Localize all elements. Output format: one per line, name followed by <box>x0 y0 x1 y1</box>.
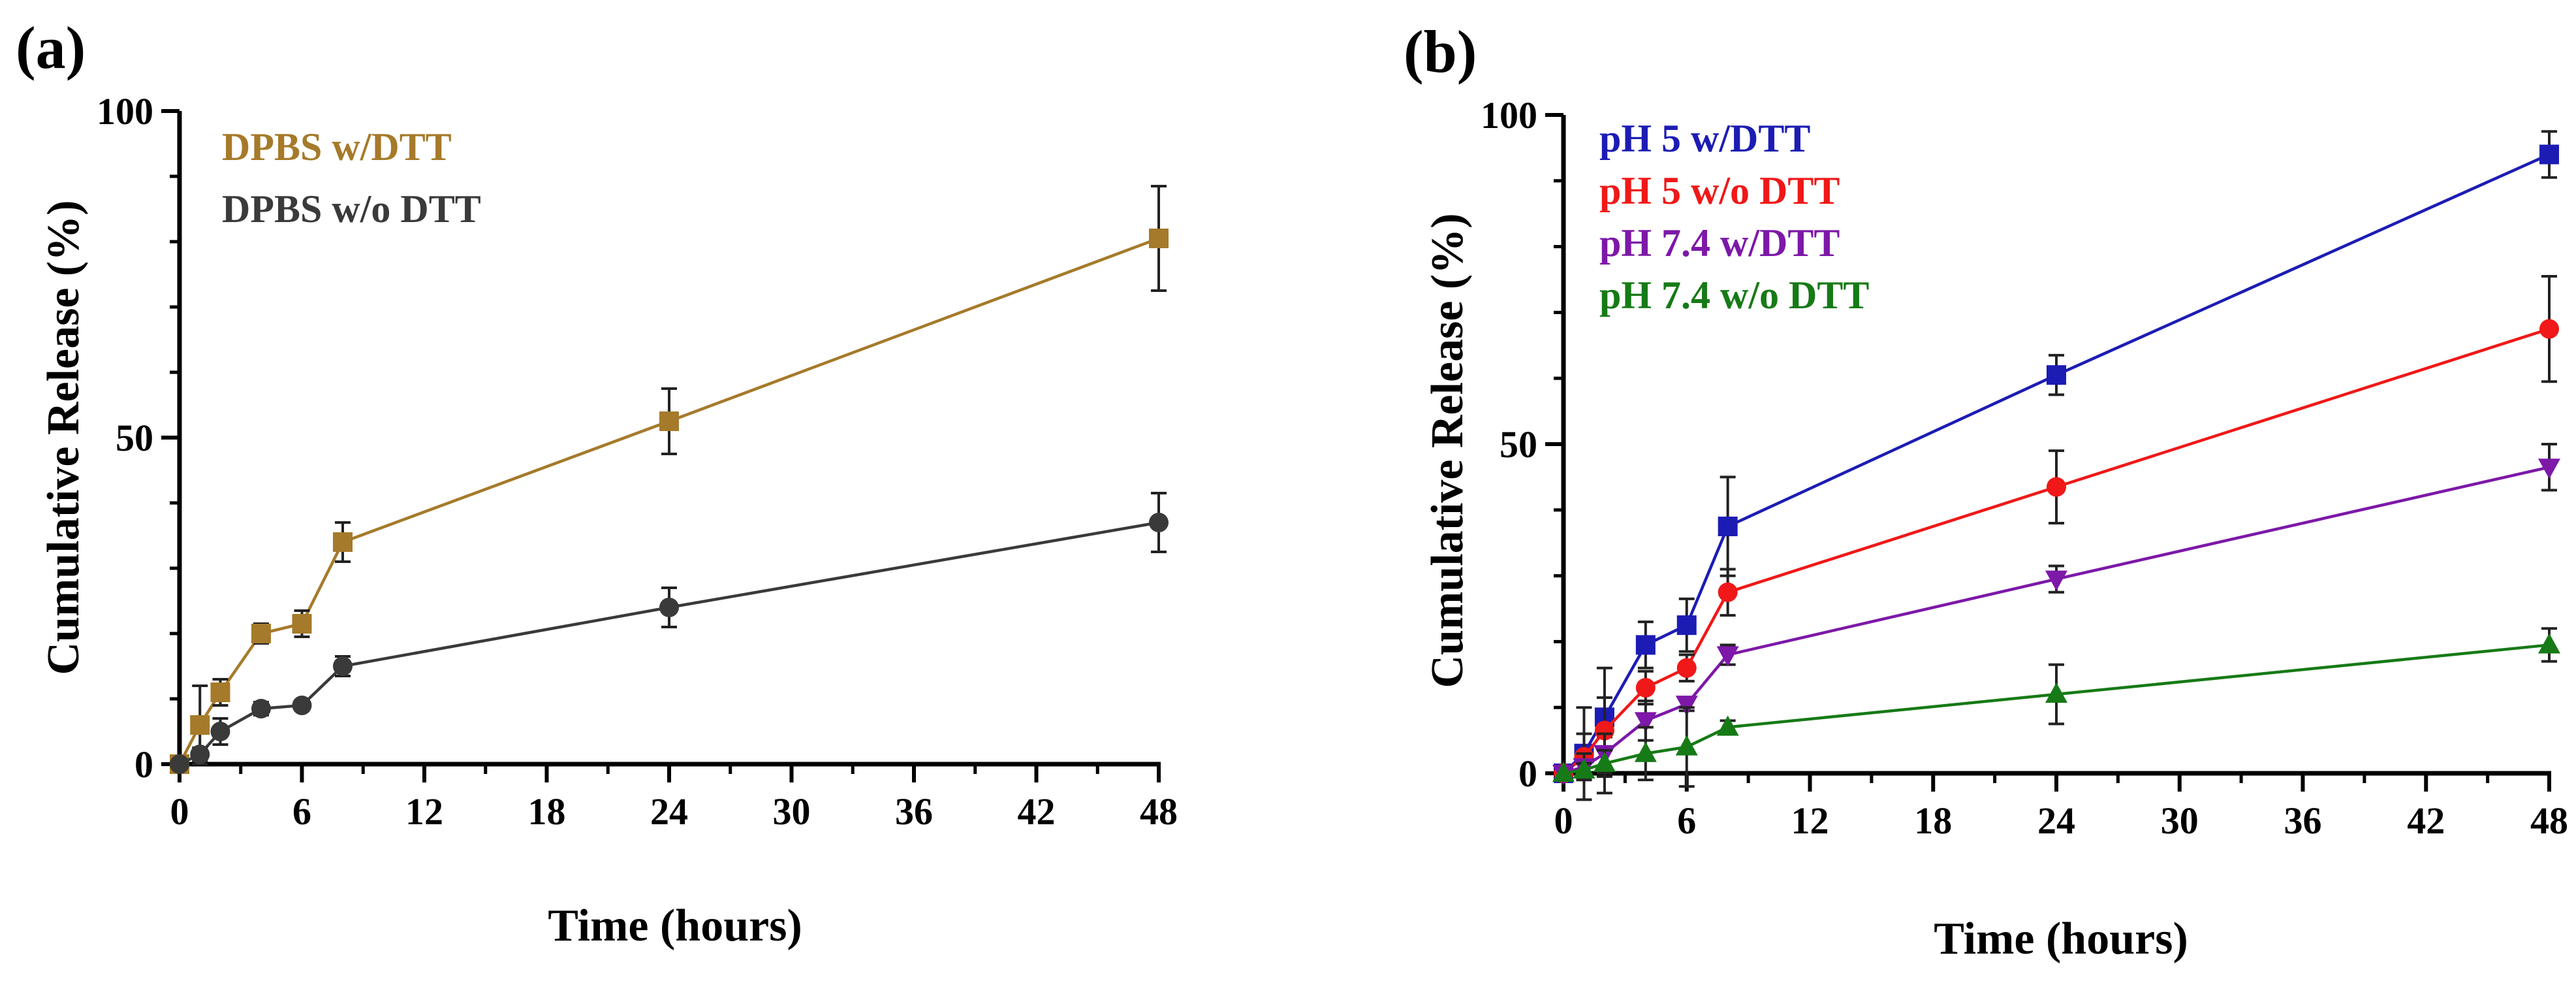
data-point-b-1-3 <box>1635 677 1656 698</box>
x-tick-label-a-3: 18 <box>528 790 566 833</box>
data-point-a-1-7 <box>1149 513 1169 532</box>
data-point-a-0-1 <box>190 715 210 735</box>
panel-a: (a) Cumulative Release (%) Time (hours) … <box>16 14 1178 951</box>
legend-b: pH 5 w/DTT pH 5 w/o DTT pH 7.4 w/DTT pH 7.4… <box>1599 117 1869 317</box>
x-tick-label-b-0: 0 <box>1554 799 1573 842</box>
data-point-b-0-6 <box>2047 365 2066 385</box>
y-tick-label-b-1: 50 <box>1500 423 1537 466</box>
y-tick-label-a-0: 0 <box>134 743 153 786</box>
data-point-b-2-7 <box>2538 458 2560 479</box>
data-point-b-2-5 <box>1716 646 1739 667</box>
data-point-a-1-6 <box>659 598 679 617</box>
legend-entry-b-3: pH 7.4 w/o DTT <box>1599 274 1869 317</box>
panel-b: (b) Cumulative Release (%) Time (hours) … <box>1404 18 2568 964</box>
data-point-a-1-0 <box>170 754 189 774</box>
x-axis-title-b: Time (hours) <box>1934 914 2188 964</box>
data-point-a-1-5 <box>333 656 353 676</box>
data-point-a-1-1 <box>190 745 210 764</box>
plot-area-a <box>170 185 1169 774</box>
data-point-a-1-3 <box>251 699 271 718</box>
legend-a: DPBS w/DTT DPBS w/o DTT <box>222 125 481 231</box>
data-point-a-0-6 <box>659 411 679 431</box>
legend-entry-a-0: DPBS w/DTT <box>222 125 452 169</box>
data-point-b-1-7 <box>2539 319 2559 339</box>
legend-entry-a-1: DPBS w/o DTT <box>222 187 481 231</box>
x-tick-label-b-4: 24 <box>2037 799 2075 842</box>
x-tick-label-b-7: 42 <box>2407 799 2445 842</box>
x-tick-label-a-2: 12 <box>405 790 443 833</box>
data-point-b-2-4 <box>1675 696 1698 716</box>
x-tick-label-b-1: 6 <box>1677 799 1696 842</box>
data-point-a-0-2 <box>210 683 230 702</box>
x-tick-label-a-5: 30 <box>773 790 811 833</box>
data-point-b-0-4 <box>1676 615 1697 635</box>
panel-label-a: (a) <box>16 14 86 81</box>
data-point-b-0-5 <box>1718 517 1738 536</box>
x-tick-label-b-2: 12 <box>1791 799 1829 842</box>
data-point-b-3-6 <box>2045 683 2067 703</box>
y-tick-label-b-0: 0 <box>1518 752 1537 795</box>
x-tick-label-b-8: 48 <box>2530 799 2568 842</box>
data-point-b-0-3 <box>1635 635 1656 655</box>
data-point-a-0-7 <box>1149 229 1169 248</box>
y-tick-label-a-2: 100 <box>97 90 153 133</box>
data-point-b-1-6 <box>2047 477 2066 497</box>
x-tick-label-a-8: 48 <box>1140 790 1178 833</box>
x-tick-label-a-6: 36 <box>895 790 933 833</box>
data-point-a-1-4 <box>292 696 312 715</box>
data-point-b-3-4 <box>1675 735 1698 756</box>
y-tick-label-b-2: 100 <box>1481 94 1537 137</box>
ticks-a: 0 6 12 18 24 30 36 42 48 0 50 100 <box>97 90 1178 833</box>
series-a-1 <box>170 492 1169 774</box>
x-tick-label-b-3: 18 <box>1914 799 1952 842</box>
data-point-b-2-3 <box>1634 712 1657 733</box>
data-point-b-3-5 <box>1716 715 1739 736</box>
data-point-b-3-3 <box>1634 741 1657 762</box>
plot-area-b <box>1552 130 2560 801</box>
data-point-a-0-4 <box>292 614 312 634</box>
series-b-3 <box>1552 627 2560 788</box>
panel-label-b: (b) <box>1404 18 1477 85</box>
data-point-b-0-7 <box>2539 144 2559 165</box>
y-tick-label-a-1: 50 <box>116 417 153 459</box>
ticks-b: 0 6 12 18 24 30 36 42 48 0 50 100 <box>1481 94 2568 842</box>
data-point-a-1-2 <box>210 722 230 741</box>
data-point-b-1-5 <box>1718 582 1738 602</box>
data-point-b-3-2 <box>1593 751 1616 772</box>
x-axis-title-a: Time (hours) <box>548 901 802 951</box>
x-tick-label-a-7: 42 <box>1018 790 1056 833</box>
series-a-0 <box>170 185 1169 774</box>
data-point-b-1-4 <box>1676 658 1697 678</box>
x-tick-label-a-0: 0 <box>170 790 189 833</box>
y-axis-title-b: Cumulative Release (%) <box>1422 213 1473 688</box>
data-point-b-3-0 <box>1552 762 1575 782</box>
legend-entry-b-0: pH 5 w/DTT <box>1599 117 1810 160</box>
x-tick-label-a-4: 24 <box>650 790 688 833</box>
x-tick-label-a-1: 6 <box>292 790 311 833</box>
data-point-b-2-6 <box>2045 570 2067 591</box>
legend-entry-b-1: pH 5 w/o DTT <box>1599 169 1840 212</box>
x-tick-label-b-5: 30 <box>2161 799 2199 842</box>
legend-entry-b-2: pH 7.4 w/DTT <box>1599 221 1840 265</box>
x-tick-label-b-6: 36 <box>2284 799 2322 842</box>
data-point-b-3-1 <box>1573 758 1595 779</box>
y-axis-title-a: Cumulative Release (%) <box>39 200 89 675</box>
data-point-a-0-5 <box>333 532 353 552</box>
data-point-b-3-7 <box>2538 633 2560 654</box>
data-point-a-0-3 <box>251 624 271 643</box>
data-point-b-1-2 <box>1594 720 1614 741</box>
